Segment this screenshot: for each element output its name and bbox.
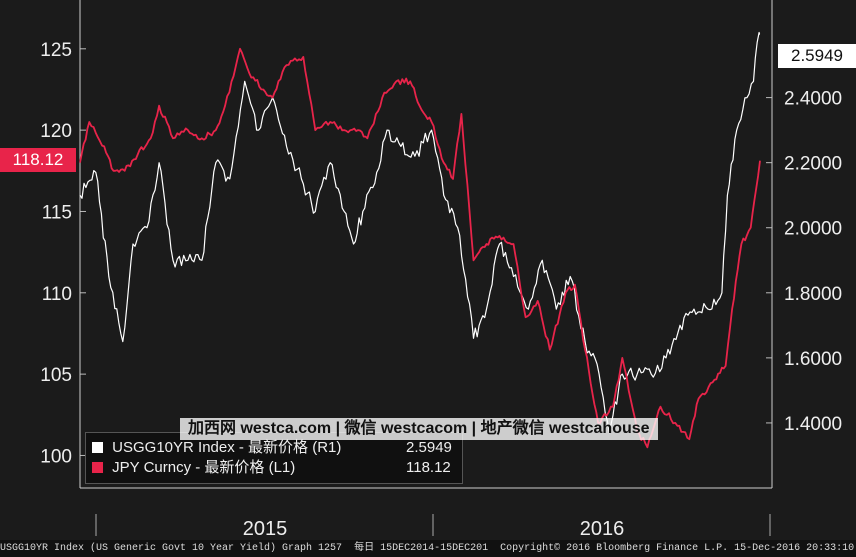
legend-value-jpy: 118.12 bbox=[406, 459, 451, 476]
right-tick-label: 1.4000 bbox=[784, 414, 842, 435]
legend-swatch-yield bbox=[92, 442, 103, 453]
plot-area bbox=[80, 0, 772, 488]
right-tick-label: 1.8000 bbox=[784, 284, 842, 305]
left-tick-label: 115 bbox=[42, 202, 72, 223]
legend-label-jpy: JPY Curncy - 最新价格 (L1) bbox=[112, 459, 296, 476]
tick-labels: 100 105 110 115 120 125 1.4000 1.6000 1.8000 2.00… bbox=[40, 40, 842, 540]
x-tick-label: 2015 bbox=[243, 518, 288, 540]
watermark: 加西网 westca.com | 微信 westcacom | 地产微信 wes… bbox=[180, 418, 658, 440]
jpy-series-line bbox=[79, 47, 761, 449]
chart: 100 105 110 115 120 125 1.4000 1.6000 1.8000 2.00… bbox=[40, 0, 842, 540]
legend-value-yield: 2.5949 bbox=[406, 439, 452, 456]
legend-swatch-jpy bbox=[92, 462, 103, 473]
axes bbox=[79, 0, 773, 536]
legend-label-yield: USGG10YR Index - 最新价格 (R1) bbox=[112, 439, 342, 456]
right-tick-label: 2.0000 bbox=[784, 219, 842, 240]
jpy-last-value-tag: 118.12 bbox=[0, 148, 76, 172]
footer-right: Copyright© 2016 Bloomberg Finance L.P. 1… bbox=[500, 543, 855, 554]
x-tick-label: 2016 bbox=[580, 518, 625, 540]
left-tick-label: 125 bbox=[40, 40, 72, 61]
grid bbox=[80, 0, 772, 488]
footer: USGG10YR Index (US Generic Govt 10 Year … bbox=[0, 540, 856, 557]
left-tick-label: 100 bbox=[40, 446, 72, 467]
series-layer bbox=[79, 31, 761, 449]
right-tick-label: 2.2000 bbox=[784, 154, 842, 175]
yield-last-value-tag: 2.5949 bbox=[778, 44, 856, 68]
left-tick-label: 120 bbox=[40, 121, 72, 142]
legend-entry-jpy: JPY Curncy - 最新价格 (L1) 118.12 bbox=[92, 458, 451, 478]
legend-entry-yield: USGG10YR Index - 最新价格 (R1) 2.5949 bbox=[92, 438, 452, 458]
yield-series-line bbox=[79, 31, 761, 434]
left-tick-label: 110 bbox=[42, 284, 72, 305]
right-tick-label: 2.4000 bbox=[784, 89, 842, 110]
footer-left: USGG10YR Index (US Generic Govt 10 Year … bbox=[0, 543, 343, 554]
footer-mid: 每日 15DEC2014-15DEC201 bbox=[354, 543, 489, 554]
right-tick-label: 1.6000 bbox=[784, 349, 842, 370]
left-tick-label: 105 bbox=[40, 365, 72, 386]
